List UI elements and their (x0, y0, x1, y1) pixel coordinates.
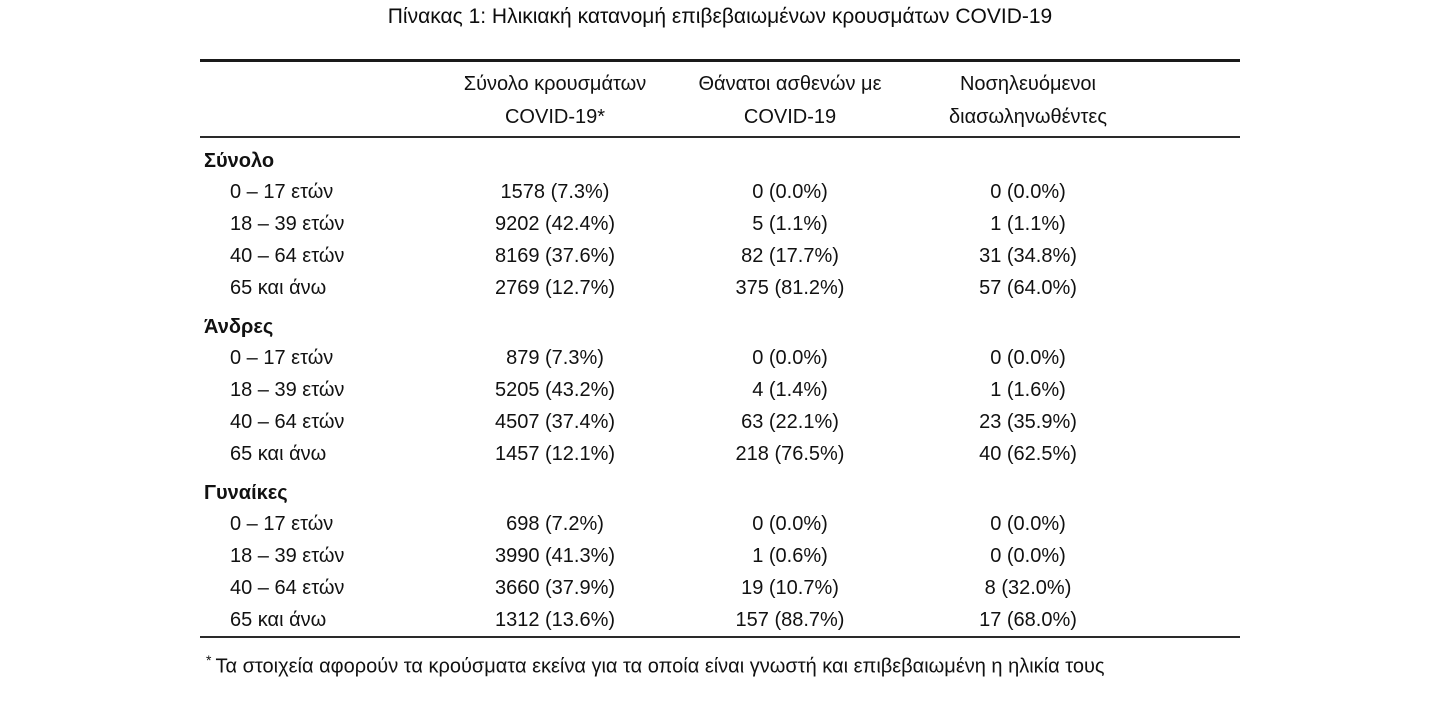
age-group-label: 40 – 64 ετών (230, 410, 345, 433)
section-label: Σύνολο (204, 150, 275, 172)
table-row: 0 – 17 ετών 1578 (7.3%) 0 (0.0%) 0 (0.0%) (200, 176, 1240, 208)
table-row: 65 και άνω 2769 (12.7%) 375 (81.2%) 57 (64.… (200, 272, 1240, 304)
section-label: Γυναίκες (204, 482, 288, 504)
intubated-cell: 0 (0.0%) (990, 512, 1066, 535)
age-group-label: 65 και άνω (230, 276, 327, 299)
cases-cell: 879 (7.3%) (506, 346, 604, 369)
age-group-label: 18 – 39 ετών (230, 378, 345, 401)
age-group-label: 65 και άνω (230, 608, 327, 631)
age-group-label: 0 – 17 ετών (230, 346, 334, 369)
deaths-cell: 4 (1.4%) (752, 378, 828, 401)
cases-cell: 1457 (12.1%) (494, 442, 616, 465)
table-row: 40 – 64 ετών 4507 (37.4%) 63 (22.1%) 23 (35… (200, 406, 1240, 438)
age-group-label: 40 – 64 ετών (230, 576, 345, 599)
table-row: 65 και άνω 1312 (13.6%) 157 (88.7%) 17 (68.… (200, 604, 1240, 636)
age-group-label: 18 – 39 ετών (230, 544, 345, 567)
deaths-cell: 375 (81.2%) (735, 276, 845, 299)
cases-cell: 4507 (37.4%) (494, 410, 616, 433)
deaths-cell: 157 (88.7%) (735, 608, 845, 631)
column-header-cases: Σύνολο κρουσμάτων COVID-19* (450, 64, 660, 134)
age-group-label: 40 – 64 ετών (230, 244, 345, 267)
column-header-deaths-line2: COVID-19 (743, 106, 837, 128)
intubated-cell: 17 (68.0%) (979, 608, 1077, 631)
deaths-cell: 1 (0.6%) (752, 544, 828, 567)
cases-cell: 1578 (7.3%) (500, 180, 610, 203)
column-header-intubated-line1: Νοσηλευόμενοι (959, 73, 1096, 95)
cases-cell: 2769 (12.7%) (494, 276, 616, 299)
table-row: 18 – 39 ετών 3990 (41.3%) 1 (0.6%) 0 (0.0%) (200, 540, 1240, 572)
deaths-cell: 218 (76.5%) (735, 442, 845, 465)
intubated-cell: 40 (62.5%) (979, 442, 1077, 465)
intubated-cell: 0 (0.0%) (990, 180, 1066, 203)
cases-cell: 3660 (37.9%) (494, 576, 616, 599)
section-header-row: Άνδρες (200, 304, 1240, 342)
deaths-cell: 63 (22.1%) (741, 410, 839, 433)
cases-cell: 1312 (13.6%) (494, 608, 616, 631)
intubated-cell: 1 (1.1%) (990, 212, 1066, 235)
table-row: 0 – 17 ετών 879 (7.3%) 0 (0.0%) 0 (0.0%) (200, 342, 1240, 374)
header-body-rule (200, 136, 1240, 138)
table-footnote: * Τα στοιχεία αφορούν τα κρούσματα εκείνα… (200, 647, 1240, 680)
table-row: 40 – 64 ετών 3660 (37.9%) 19 (10.7%) 8 (32.… (200, 572, 1240, 604)
column-header-deaths-line1: Θάνατοι ασθενών με (698, 73, 882, 95)
deaths-cell: 0 (0.0%) (752, 346, 828, 369)
cases-cell: 698 (7.2%) (506, 512, 604, 535)
table-top-rule (200, 59, 1240, 62)
table-body: Σύνολο 0 – 17 ετών 1578 (7.3%) 0 (0.0%) 0 (0… (200, 138, 1240, 636)
section-label: Άνδρες (204, 316, 274, 338)
section-header-row: Σύνολο (200, 138, 1240, 176)
cases-cell: 3990 (41.3%) (494, 544, 616, 567)
table-row: 0 – 17 ετών 698 (7.2%) 0 (0.0%) 0 (0.0%) (200, 508, 1240, 540)
column-header-intubated-line2: διασωληνωθέντες (949, 106, 1107, 128)
intubated-cell: 8 (32.0%) (984, 576, 1072, 599)
deaths-cell: 82 (17.7%) (741, 244, 839, 267)
age-group-label: 0 – 17 ετών (230, 180, 334, 203)
footnote-asterisk-marker: * (206, 652, 212, 668)
intubated-cell: 1 (1.6%) (990, 378, 1066, 401)
deaths-cell: 19 (10.7%) (741, 576, 839, 599)
intubated-cell: 0 (0.0%) (990, 544, 1066, 567)
table-bottom-rule (200, 636, 1240, 638)
column-header-cases-line2: COVID-19* (504, 106, 606, 128)
section-header-row: Γυναίκες (200, 470, 1240, 508)
age-group-label: 0 – 17 ετών (230, 512, 334, 535)
table-row: 18 – 39 ετών 5205 (43.2%) 4 (1.4%) 1 (1.6%) (200, 374, 1240, 406)
column-header-cases-line1: Σύνολο κρουσμάτων (463, 73, 647, 95)
cases-cell: 5205 (43.2%) (494, 378, 616, 401)
deaths-cell: 0 (0.0%) (752, 180, 828, 203)
age-group-label: 18 – 39 ετών (230, 212, 345, 235)
table-row: 18 – 39 ετών 9202 (42.4%) 5 (1.1%) 1 (1.1%) (200, 208, 1240, 240)
intubated-cell: 31 (34.8%) (979, 244, 1077, 267)
table-row: 65 και άνω 1457 (12.1%) 218 (76.5%) 40 (62.… (200, 438, 1240, 470)
cases-cell: 9202 (42.4%) (494, 212, 616, 235)
table-caption: Πίνακας 1: Ηλικιακή κατανομή επιβεβαιωμέ… (387, 5, 1053, 28)
deaths-cell: 5 (1.1%) (752, 212, 828, 235)
table-row: 40 – 64 ετών 8169 (37.6%) 82 (17.7%) 31 (34… (200, 240, 1240, 272)
footnote-text: Τα στοιχεία αφορούν τα κρούσματα εκείνα … (215, 655, 1105, 678)
table-header-row: Σύνολο κρουσμάτων COVID-19* Θάνατοι ασθε… (200, 62, 1240, 136)
intubated-cell: 57 (64.0%) (979, 276, 1077, 299)
intubated-cell: 23 (35.9%) (979, 410, 1077, 433)
column-header-intubated: Νοσηλευόμενοι διασωληνωθέντες (920, 64, 1136, 134)
age-group-label: 65 και άνω (230, 442, 327, 465)
deaths-cell: 0 (0.0%) (752, 512, 828, 535)
cases-cell: 8169 (37.6%) (494, 244, 616, 267)
report-table-block: Πίνακας 1: Ηλικιακή κατανομή επιβεβαιωμέ… (200, 5, 1240, 680)
intubated-cell: 0 (0.0%) (990, 346, 1066, 369)
column-header-deaths: Θάνατοι ασθενών με COVID-19 (660, 64, 920, 134)
